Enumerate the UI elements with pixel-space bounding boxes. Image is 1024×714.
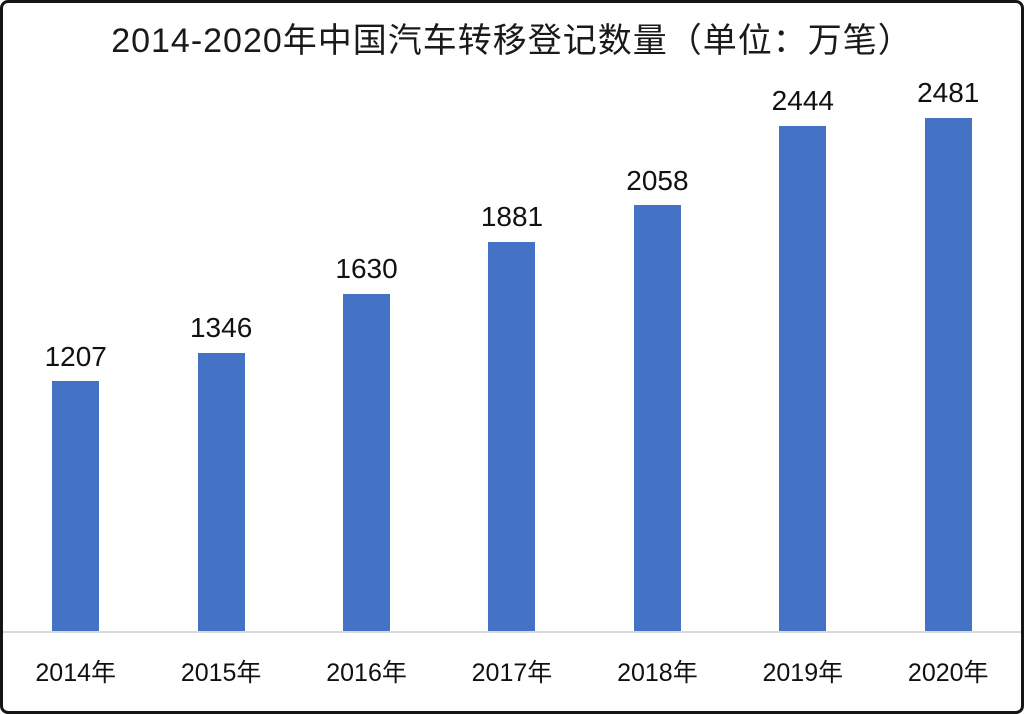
bar xyxy=(779,125,827,631)
bar-column: 1207 xyxy=(3,340,148,631)
x-axis-label: 2014年 xyxy=(35,659,117,687)
plot-area: 1207 1346 1630 1881 2058 2444 2481 xyxy=(3,71,1021,631)
bar-value-label: 2058 xyxy=(626,164,689,196)
x-axis-label: 2016年 xyxy=(326,659,407,687)
bar-value-label: 2481 xyxy=(917,77,980,109)
x-axis-label: 2018年 xyxy=(617,659,698,687)
bar-value-label: 1207 xyxy=(44,340,107,372)
bar-column: 1881 xyxy=(439,201,584,631)
bar-column: 1630 xyxy=(294,253,439,631)
bar xyxy=(197,352,245,631)
x-axis-label: 2020年 xyxy=(907,659,989,687)
bar-value-label: 1346 xyxy=(189,311,253,343)
bar xyxy=(52,381,100,631)
bar-column: 1346 xyxy=(148,311,293,631)
bar xyxy=(343,293,391,631)
bar xyxy=(488,242,536,631)
bar xyxy=(633,205,681,631)
bar-value-label: 2444 xyxy=(771,84,834,116)
bar-value-label: 1881 xyxy=(480,201,544,233)
x-axis-line xyxy=(3,631,1021,633)
bar xyxy=(924,117,972,631)
x-axis-label: 2015年 xyxy=(180,659,262,687)
bar-column: 2058 xyxy=(585,164,730,631)
x-axis: 2014年 2015年 2016年 2017年 2018年 2019年 2020年 xyxy=(3,653,1021,689)
bar-value-label: 1630 xyxy=(335,253,398,285)
chart-title: 2014-2020年中国汽车转移登记数量（单位：万笔） xyxy=(111,22,913,60)
x-axis-label: 2017年 xyxy=(471,659,553,687)
x-axis-label: 2019年 xyxy=(762,659,844,687)
bar-column: 2444 xyxy=(730,84,875,631)
bar-column: 2481 xyxy=(876,77,1021,631)
